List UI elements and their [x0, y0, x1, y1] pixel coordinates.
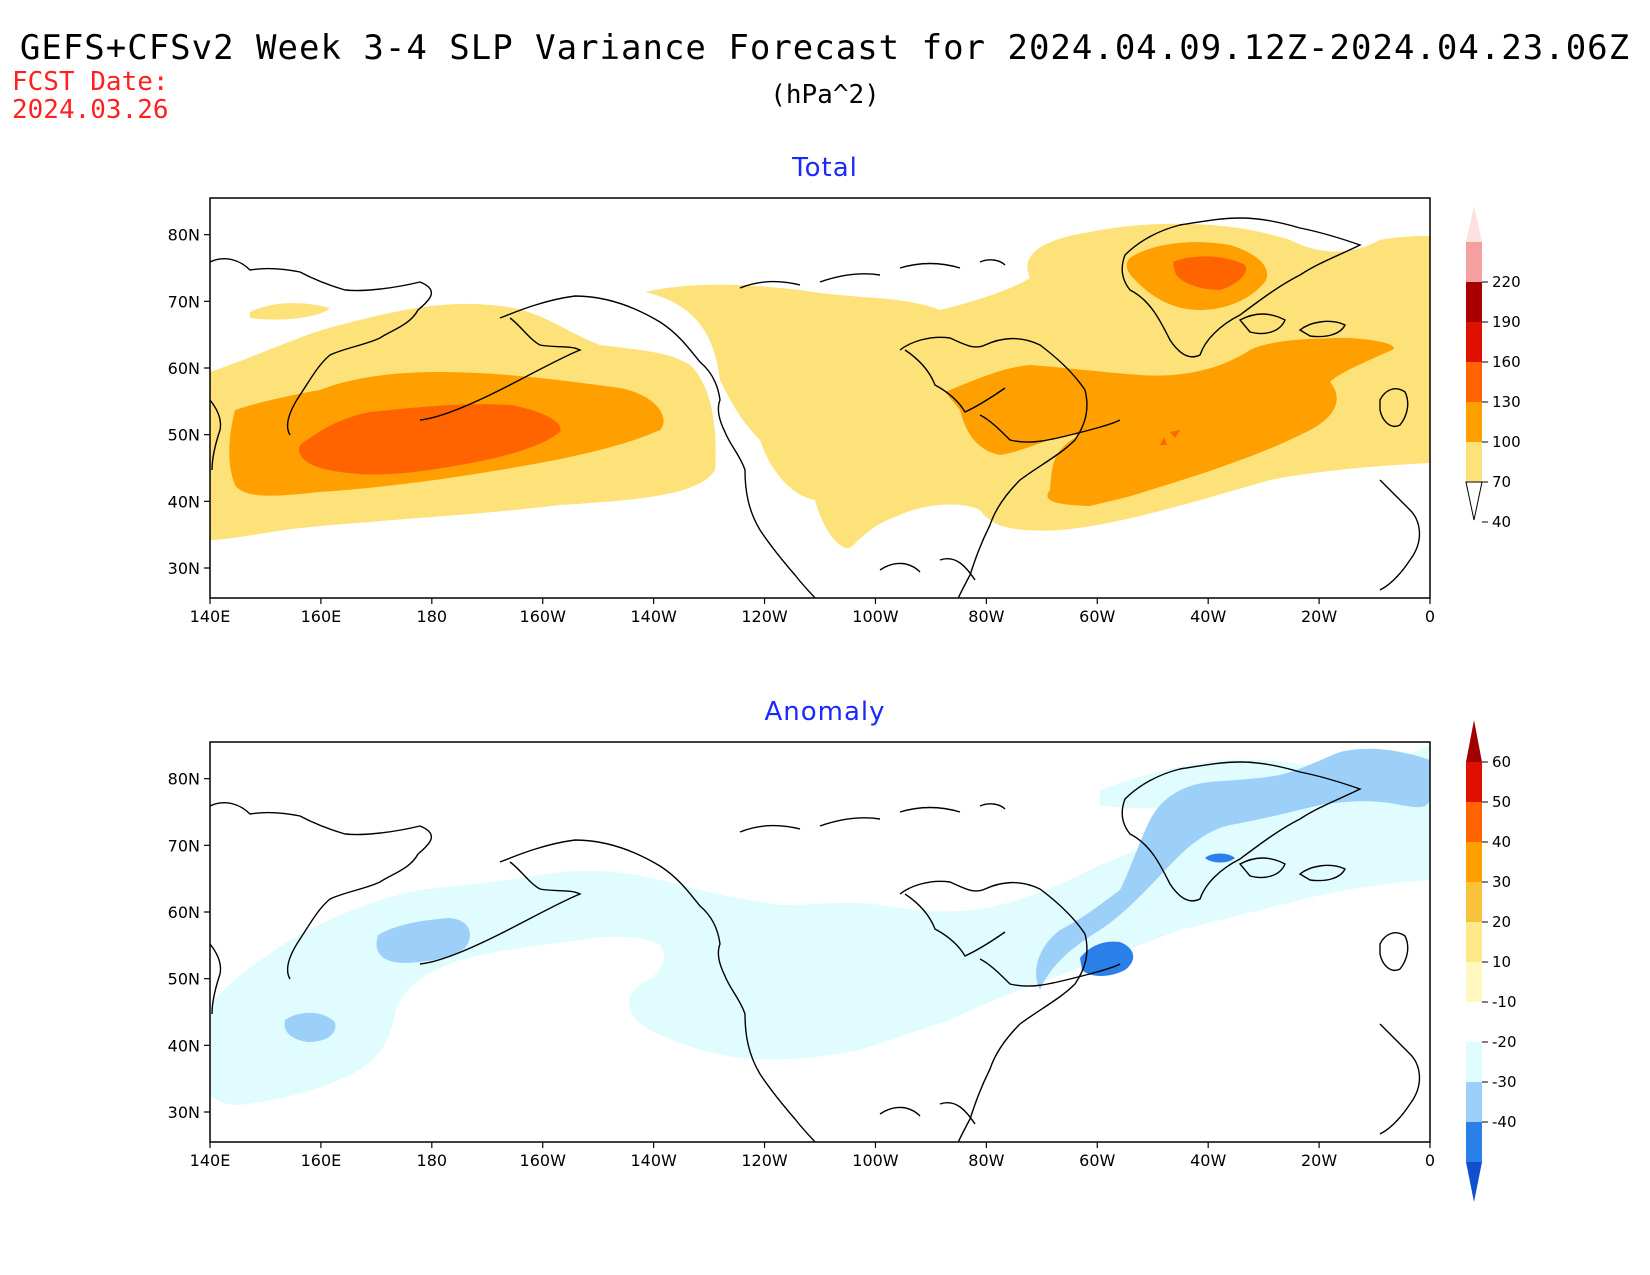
anomaly-shade-10-band — [210, 745, 1430, 1105]
lon-tick-label: 80W — [968, 607, 1004, 626]
lon-tick-label: 60W — [1079, 1151, 1115, 1170]
total-shade-70-atlantic — [945, 338, 1394, 506]
lat-tick-label: 80N — [168, 770, 200, 789]
lon-tick-label: 140W — [630, 607, 677, 626]
lat-tick-label: 40N — [168, 1036, 200, 1055]
lon-tick-label: 140W — [630, 1151, 677, 1170]
total-variance-map: 80N 70N 60N 50N 40N 30N 140E 160E 180 160W 140W 120… — [168, 197, 1435, 626]
lat-tick-label: 40N — [168, 492, 200, 511]
lat-tick-label: 50N — [168, 426, 200, 445]
lon-tick-label: 160E — [301, 1151, 342, 1170]
lat-tick-label: 30N — [168, 559, 200, 578]
anomaly-shade-20-pacific — [376, 918, 470, 963]
lat-tick-label: 70N — [168, 292, 200, 311]
map-title: GEFS+CFSv2 Week 3-4 SLP Variance Forecas… — [19, 28, 1631, 68]
lon-tick-label: 0 — [1425, 607, 1435, 626]
lon-tick-label: 80W — [968, 1151, 1004, 1170]
lon-tick-label: 160E — [301, 607, 342, 626]
lon-tick-label: 180 — [417, 607, 448, 626]
anomaly-shade-20-pacific-south — [284, 1012, 336, 1042]
lon-tick-label: 100W — [852, 607, 899, 626]
total-panel-title: Total — [792, 153, 858, 183]
lon-tick-label: 160W — [520, 1151, 567, 1170]
total-shade-40-pacific-north — [250, 303, 330, 320]
total-axes: 80N 70N 60N 50N 40N 30N 140E 160E 180 160W 140W 120… — [168, 226, 1435, 626]
anomaly-variance-map: 80N 70N 60N 50N 40N 30N 140E 160E 180 160W 140W 120… — [168, 741, 1435, 1170]
lat-tick-label: 60N — [168, 903, 200, 922]
anomaly-shade-30-greenland — [1205, 853, 1235, 863]
lon-tick-label: 160W — [520, 607, 567, 626]
units-label: (hPa^2) — [770, 80, 880, 110]
lon-tick-label: 180 — [417, 1151, 448, 1170]
anomaly-coastlines — [210, 761, 1421, 1142]
lat-tick-label: 70N — [168, 836, 200, 855]
anomaly-axes: 80N 70N 60N 50N 40N 30N 140E 160E 180 160W 140W 120… — [168, 770, 1435, 1170]
anomaly-shade-20-atlantic — [1036, 748, 1430, 990]
forecast-date-block: FCST Date: 2024.03.26 — [12, 68, 169, 124]
anomaly-panel-title: Anomaly — [764, 697, 886, 727]
lon-tick-label: 140E — [190, 607, 231, 626]
anomaly-map-frame — [209, 741, 1431, 1143]
lat-tick-label: 50N — [168, 970, 200, 989]
lon-tick-label: 40W — [1190, 607, 1226, 626]
lat-tick-label: 60N — [168, 359, 200, 378]
lon-tick-label: 20W — [1301, 607, 1337, 626]
lon-tick-label: 140E — [190, 1151, 231, 1170]
lon-tick-label: 40W — [1190, 1151, 1226, 1170]
total-coastlines — [210, 217, 1421, 598]
total-map-frame — [209, 197, 1431, 599]
total-shade-100-pacific — [299, 404, 561, 475]
lon-tick-label: 100W — [852, 1151, 899, 1170]
lat-tick-label: 80N — [168, 226, 200, 245]
lat-tick-label: 30N — [168, 1103, 200, 1122]
forecast-date-label: FCST Date: — [12, 67, 169, 97]
forecast-date-value: 2024.03.26 — [12, 95, 169, 125]
lon-tick-label: 0 — [1425, 1151, 1435, 1170]
lon-tick-label: 60W — [1079, 607, 1115, 626]
total-shade-100-greenland — [1173, 256, 1247, 290]
lon-tick-label: 120W — [741, 607, 788, 626]
lon-tick-label: 20W — [1301, 1151, 1337, 1170]
lon-tick-label: 120W — [741, 1151, 788, 1170]
total-shade-100-atlantic-spot — [1160, 430, 1180, 445]
anomaly-shade-30-labrador — [1080, 941, 1134, 976]
